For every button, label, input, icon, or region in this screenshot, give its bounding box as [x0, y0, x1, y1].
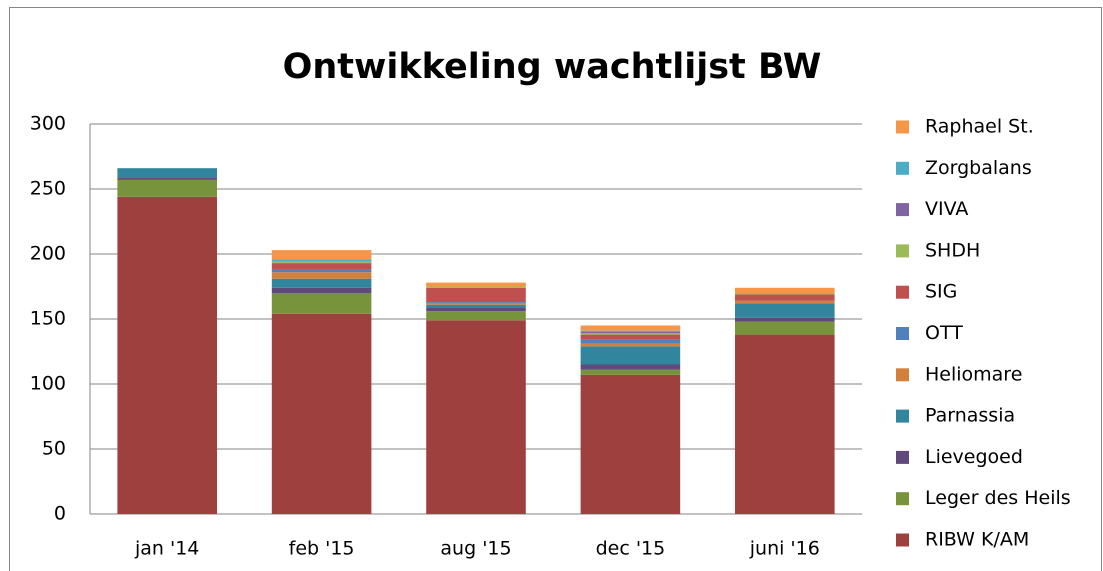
bar-segment	[426, 282, 526, 287]
y-tick-label: 250	[30, 178, 66, 200]
bar-segment	[426, 320, 526, 514]
bar-segment	[426, 302, 526, 304]
bar-segment	[580, 364, 681, 370]
bar-segment	[426, 304, 526, 308]
bar-segment	[735, 303, 835, 318]
bar-segment	[271, 293, 372, 314]
x-tick-label: juni '16	[749, 538, 820, 560]
legend-label: Raphael St.	[925, 116, 1034, 138]
bar-segment	[580, 334, 681, 340]
bar-segment	[271, 272, 372, 279]
y-tick-label: 50	[42, 438, 66, 460]
legend-label: RIBW K/AM	[925, 529, 1029, 551]
legend-swatch	[896, 203, 909, 217]
bar-segment	[580, 333, 681, 335]
bar-segment	[117, 196, 217, 515]
x-tick-label: dec '15	[596, 538, 666, 560]
legend-swatch	[896, 533, 909, 547]
bar-segment	[426, 303, 526, 305]
bar-segment	[117, 179, 217, 197]
bar-segment	[426, 287, 526, 303]
bar-segment	[735, 294, 835, 301]
legend-swatch	[896, 492, 909, 506]
legend-swatch	[896, 244, 909, 258]
bar-segment	[580, 330, 681, 332]
bar-segment	[580, 339, 681, 344]
legend-label: OTT	[925, 322, 963, 344]
bar-segment	[735, 317, 835, 322]
y-tick-label: 300	[30, 113, 66, 135]
bar-segment	[580, 346, 681, 365]
legend-label: Zorgbalans	[925, 157, 1032, 179]
y-tick-label: 150	[30, 308, 66, 330]
bar-segment	[271, 250, 372, 260]
legend-label: VIVA	[925, 198, 968, 220]
legend-label: SHDH	[925, 239, 980, 261]
x-tick-label: feb '15	[289, 538, 355, 560]
bar-segment	[735, 293, 835, 295]
bar-segment	[271, 259, 372, 262]
legend-label: SIG	[925, 281, 957, 303]
bar-segment	[271, 263, 372, 270]
bar-segment	[735, 321, 835, 335]
bar-segment	[735, 287, 835, 293]
x-tick-label: aug '15	[440, 538, 511, 560]
y-tick-label: 200	[30, 243, 66, 265]
bar-segment	[580, 369, 681, 375]
bar-segment	[426, 286, 526, 288]
bar-segment	[271, 261, 372, 264]
bar-segment	[271, 278, 372, 288]
bar-segment	[580, 325, 681, 331]
bar-segment	[580, 374, 681, 514]
legend-swatch	[896, 285, 909, 299]
legend-swatch	[896, 327, 909, 340]
bar-segment	[117, 177, 217, 180]
bar-segment	[735, 300, 835, 304]
legend-label: Parnassia	[925, 405, 1015, 427]
legend-label: Leger des Heils	[925, 487, 1071, 509]
legend-swatch	[896, 120, 909, 134]
bar-segment	[271, 313, 372, 514]
chart-title: Ontwikkeling wachtlijst BW	[283, 47, 822, 87]
legend-swatch	[896, 450, 909, 464]
bar-segment	[271, 287, 372, 293]
bar-segment	[580, 332, 681, 334]
legend-swatch	[896, 368, 909, 382]
x-tick-label: jan '14	[134, 538, 199, 560]
bar-segment	[426, 307, 526, 312]
legend-swatch	[896, 409, 909, 423]
bar-segment	[426, 311, 526, 321]
bar-segment	[117, 168, 217, 178]
bar-segment	[271, 269, 372, 273]
y-tick-label: 100	[30, 373, 66, 395]
bar-segment	[735, 334, 835, 514]
legend-swatch	[896, 161, 909, 175]
legend-label: Lievegoed	[925, 446, 1023, 468]
bar-segment	[580, 343, 681, 347]
y-tick-label: 0	[54, 503, 66, 525]
legend-label: Heliomare	[925, 363, 1022, 385]
